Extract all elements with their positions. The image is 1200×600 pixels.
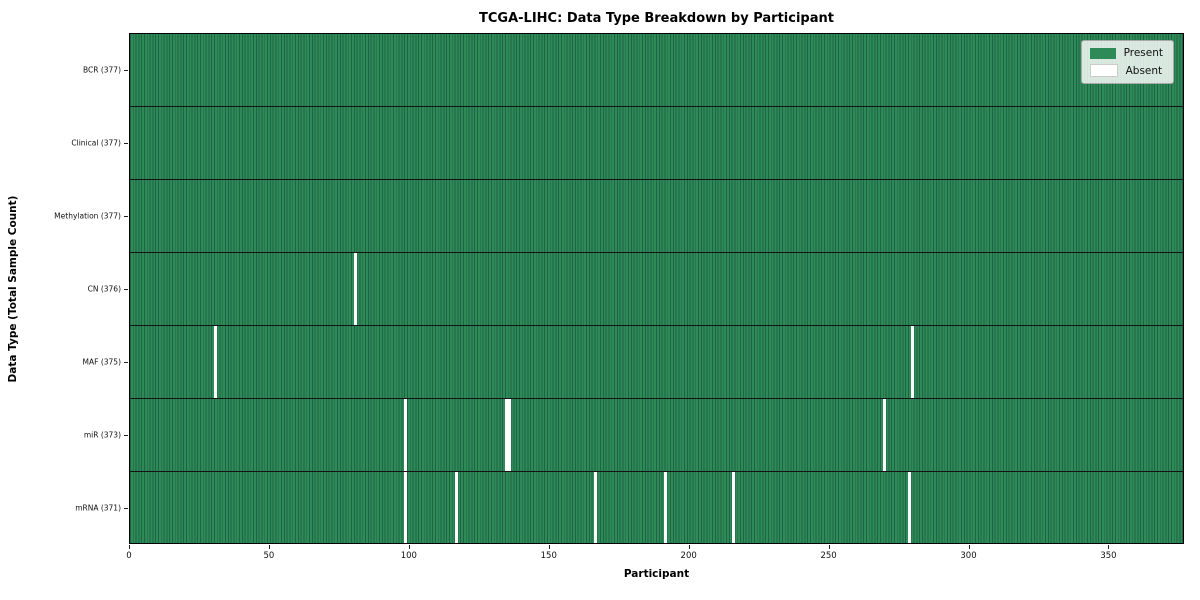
absent-gap: [594, 472, 598, 543]
legend-absent-swatch: [1089, 64, 1118, 77]
absent-gap: [353, 253, 357, 325]
legend-item-absent: Absent: [1089, 64, 1163, 77]
legend-present-label: Present: [1123, 47, 1163, 59]
absent-gap: [507, 399, 511, 471]
x-tick-label: 100: [400, 551, 417, 561]
heatmap-row-bcr: [130, 34, 1183, 107]
x-tick-label: 0: [126, 551, 132, 561]
heatmap-row-mrna: [130, 472, 1183, 543]
y-tick-label: miR (373): [83, 430, 121, 439]
x-tick-mark: [408, 545, 410, 549]
absent-gap: [910, 326, 914, 398]
y-tick-mark: [124, 215, 128, 217]
x-tick-label: 250: [820, 551, 837, 561]
heatmap-row-clinical: [130, 107, 1183, 180]
absent-gap: [731, 472, 735, 543]
x-tick-mark: [548, 545, 550, 549]
x-tick-mark: [129, 545, 130, 549]
y-tick-mark: [124, 434, 128, 436]
legend: Present Absent: [1080, 40, 1174, 84]
legend-present-swatch: [1089, 47, 1116, 59]
x-tick-mark: [1108, 545, 1110, 549]
y-tick-label: MAF (375): [82, 357, 121, 366]
x-tick-mark: [828, 545, 830, 549]
legend-item-present: Present: [1089, 47, 1163, 59]
absent-gap: [504, 399, 508, 471]
heatmap-row-maf: [130, 326, 1183, 399]
x-tick-mark: [268, 545, 270, 549]
heatmap-row-methylation: [130, 180, 1183, 253]
heatmap-grid: [130, 34, 1183, 543]
y-tick-mark: [124, 69, 128, 71]
x-tick-label: 50: [263, 551, 275, 561]
y-tick-label: CN (376): [87, 284, 121, 293]
heatmap-row-mir: [130, 399, 1183, 472]
x-tick-label: 200: [680, 551, 697, 561]
x-tick-mark: [968, 545, 970, 549]
y-tick-mark: [124, 142, 128, 144]
chart-title: TCGA-LIHC: Data Type Breakdown by Partic…: [479, 11, 834, 26]
absent-gap: [664, 472, 668, 543]
y-tick-mark: [124, 507, 128, 509]
y-tick-mark: [124, 288, 128, 290]
heatmap-row-cn: [130, 253, 1183, 326]
legend-absent-label: Absent: [1125, 64, 1163, 77]
absent-gap: [882, 399, 886, 471]
absent-gap: [454, 472, 458, 543]
x-tick-label: 300: [960, 551, 977, 561]
absent-gap: [907, 472, 911, 543]
absent-gap: [213, 326, 217, 398]
x-axis-label: Participant: [623, 568, 690, 580]
x-tick-label: 350: [1100, 551, 1117, 561]
y-tick-label: mRNA (371): [75, 503, 121, 512]
x-tick-mark: [688, 545, 690, 549]
absent-gap: [404, 472, 408, 543]
y-tick-mark: [124, 361, 128, 363]
absent-gap: [404, 399, 408, 471]
y-tick-label: Clinical (377): [71, 138, 121, 147]
y-tick-label: BCR (377): [82, 65, 121, 74]
plot-area: Present Absent: [129, 33, 1184, 544]
y-tick-label: Methylation (377): [54, 211, 121, 220]
x-tick-label: 150: [540, 551, 557, 561]
